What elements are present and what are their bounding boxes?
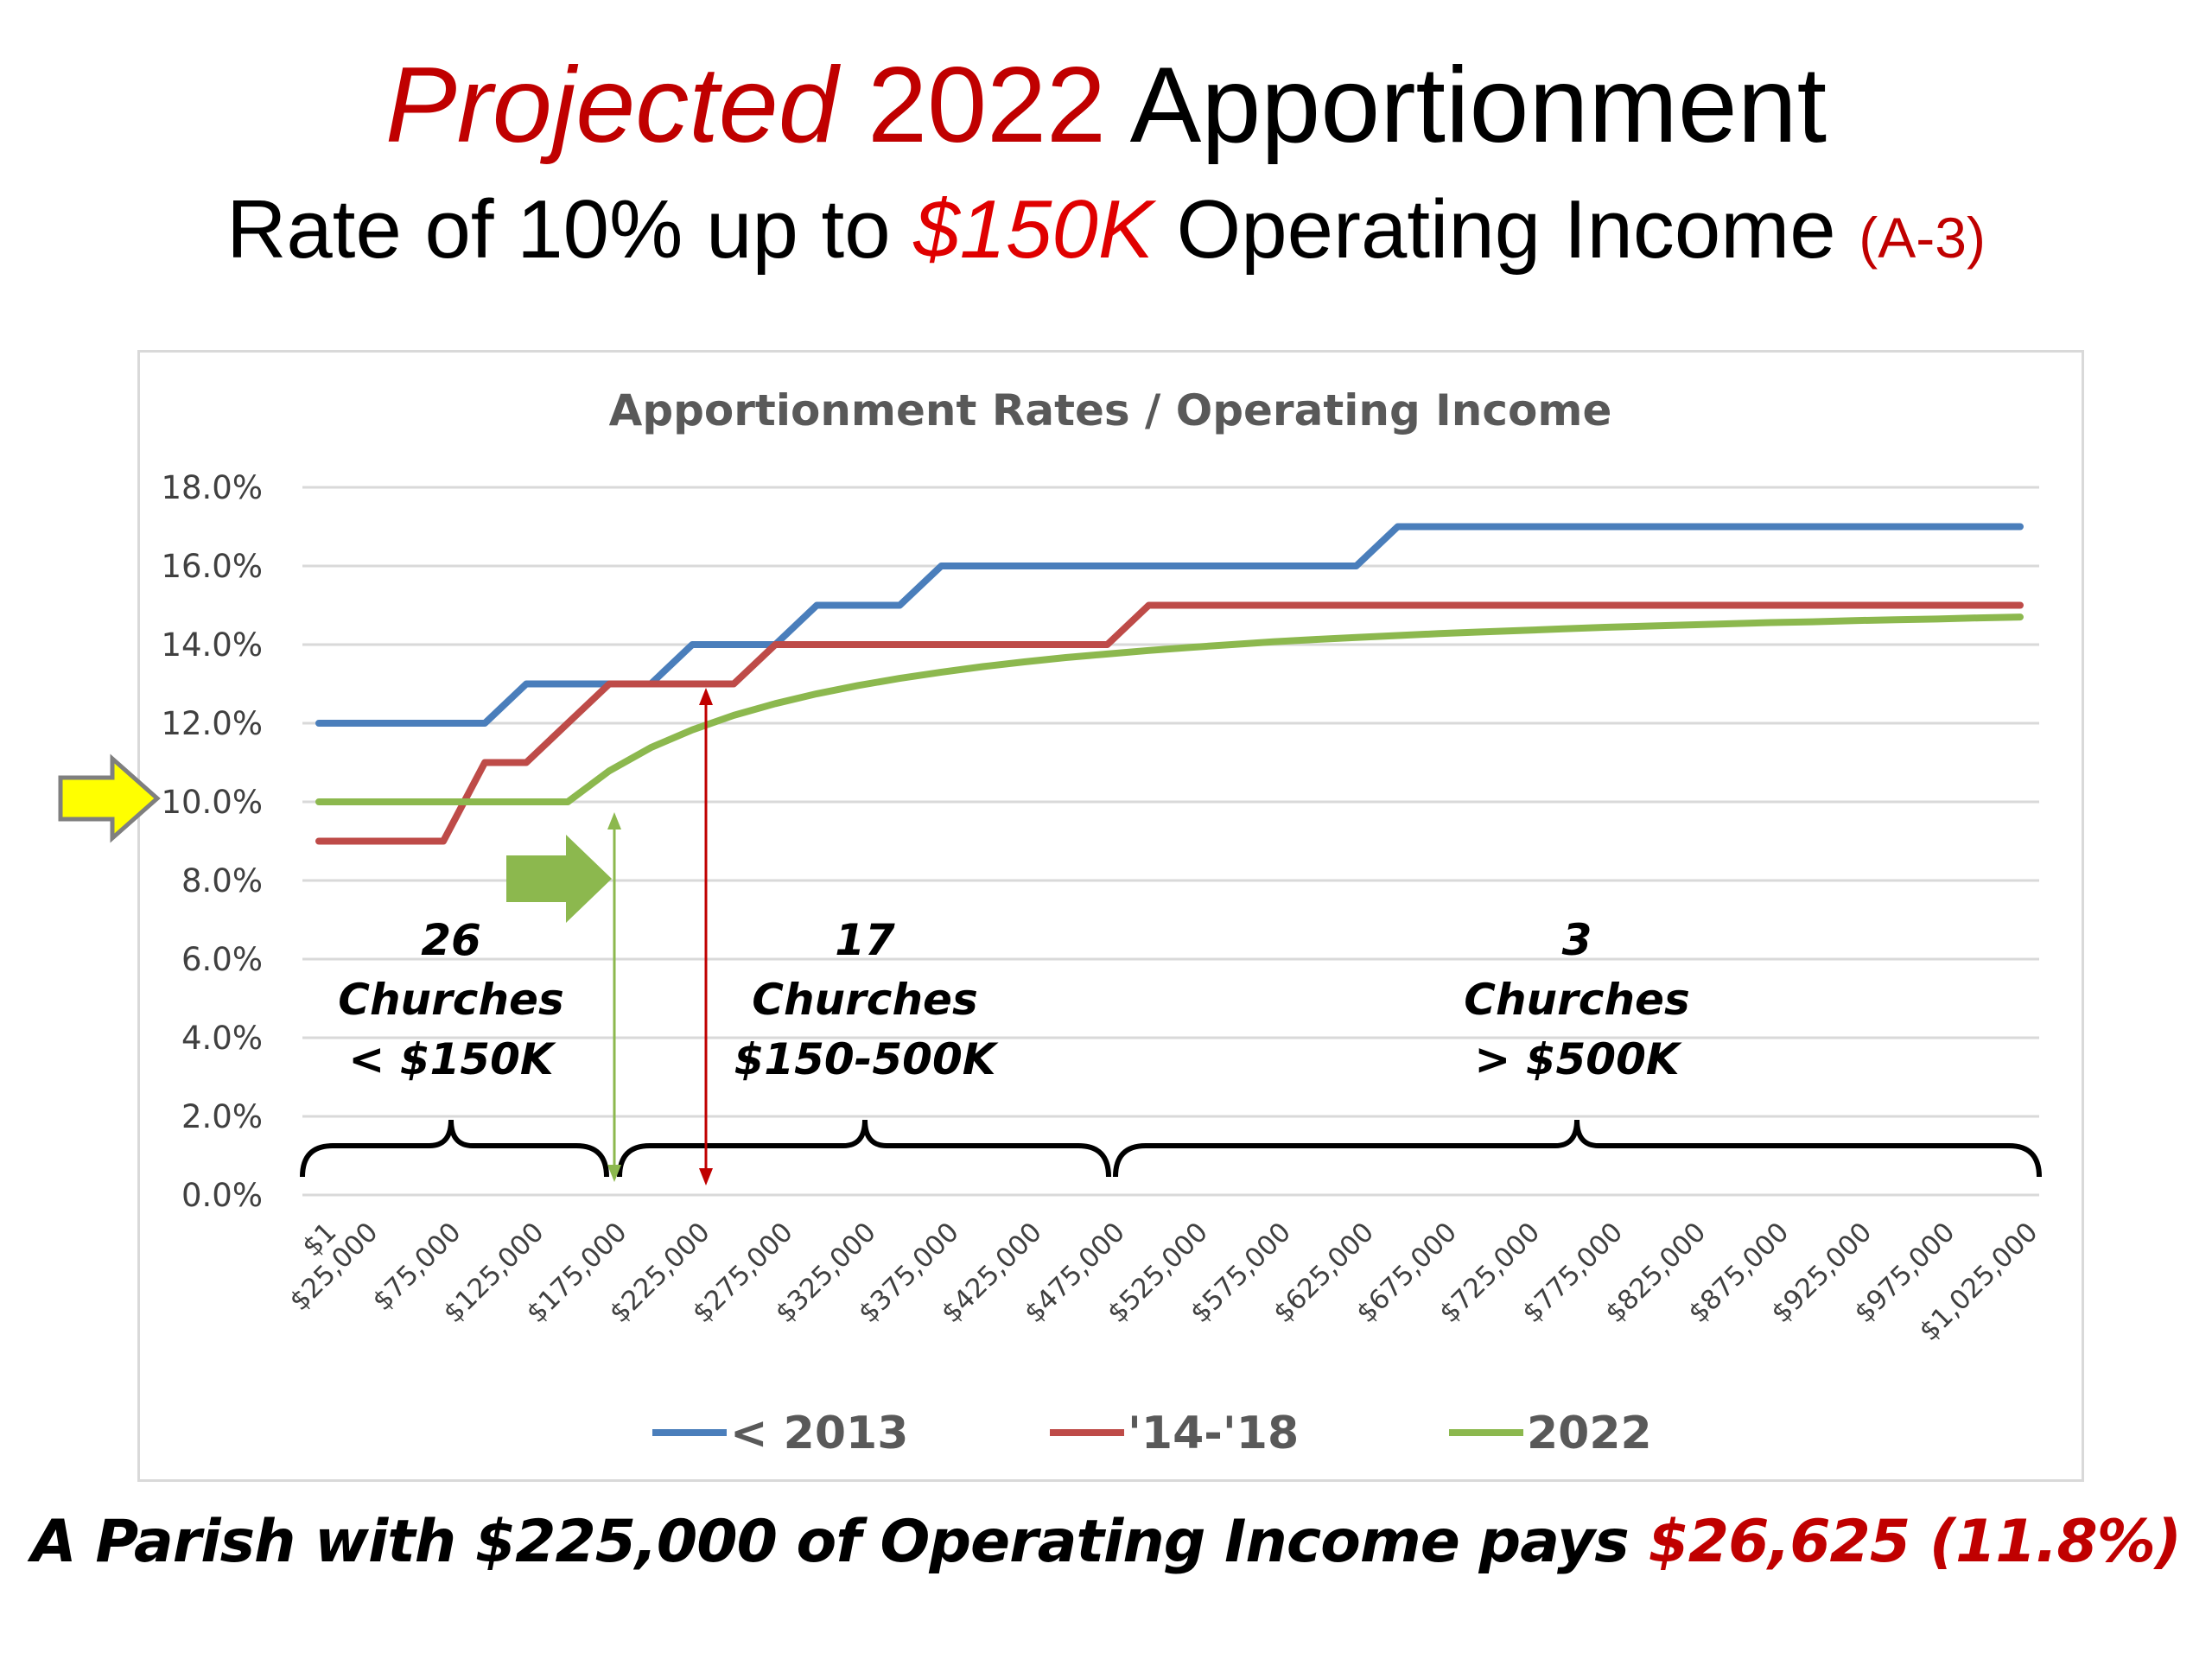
caption: A Parish with $225,000 of Operating Inco… <box>0 1508 2212 1576</box>
red-arrowhead-up-icon <box>699 688 713 705</box>
subtitle-highlight: $150K <box>913 183 1154 276</box>
annotation-count: 17 <box>835 915 895 965</box>
y-tick-label: 14.0% <box>161 626 263 664</box>
red-arrowhead-down-icon <box>699 1168 713 1185</box>
yellow-arrow-icon <box>58 753 161 843</box>
green-arrowhead-down-icon <box>607 1165 621 1182</box>
subtitle-part1: Rate of 10% up to <box>226 183 891 276</box>
y-tick-label: 18.0% <box>161 469 263 506</box>
title-apportionment: Apportionment <box>1129 46 1827 165</box>
series-line-1 <box>315 523 2024 727</box>
y-tick-label: 4.0% <box>181 1020 263 1057</box>
y-tick-label: 2.0% <box>181 1098 263 1135</box>
caption-highlight: $26,625 (11.8%) <box>1648 1508 2181 1576</box>
annotation-count: 3 <box>1562 915 1592 965</box>
y-tick-label: 8.0% <box>181 862 263 899</box>
page-title: Projected 2022 Apportionment <box>0 52 2212 159</box>
annotation-label: Churches <box>1464 975 1689 1025</box>
title-projected: Projected <box>385 46 838 165</box>
y-tick-label: 6.0% <box>181 941 263 978</box>
annotation-label: Churches <box>752 975 977 1025</box>
page-subtitle: Rate of 10% up to $150K Operating Income… <box>0 188 2212 271</box>
y-tick-label: 12.0% <box>161 705 263 742</box>
chart-frame <box>137 350 2084 1482</box>
chart-title: Apportionment Rates / Operating Income <box>609 385 1612 435</box>
annotation-label: Churches <box>338 975 563 1025</box>
brace <box>1113 1119 2042 1178</box>
brace <box>617 1119 1111 1178</box>
y-tick-label: 16.0% <box>161 548 263 585</box>
legend-label-1: < 2013 <box>730 1408 908 1459</box>
annotation-count: 26 <box>421 915 481 965</box>
y-tick-label: 0.0% <box>181 1177 263 1214</box>
annotation-range: < $150K <box>348 1034 556 1084</box>
brace <box>300 1119 609 1178</box>
green-arrowhead-up-icon <box>607 812 621 830</box>
caption-text: A Parish with $225,000 of Operating Inco… <box>31 1508 1630 1576</box>
annotation-range: > $500K <box>1474 1034 1681 1084</box>
title-year: 2022 <box>868 46 1107 165</box>
subtitle-part2: Operating Income <box>1176 183 1836 276</box>
legend-label-2: '14-'18 <box>1128 1408 1299 1459</box>
subtitle-tag: (A-3) <box>1859 206 1986 270</box>
legend-label-3: 2022 <box>1527 1408 1652 1459</box>
annotation-range: $150-500K <box>734 1034 998 1084</box>
series-line-3 <box>315 613 2024 805</box>
green-arrow-icon <box>506 835 612 923</box>
y-tick-label: 10.0% <box>161 784 263 821</box>
series-line-2 <box>315 601 2024 845</box>
